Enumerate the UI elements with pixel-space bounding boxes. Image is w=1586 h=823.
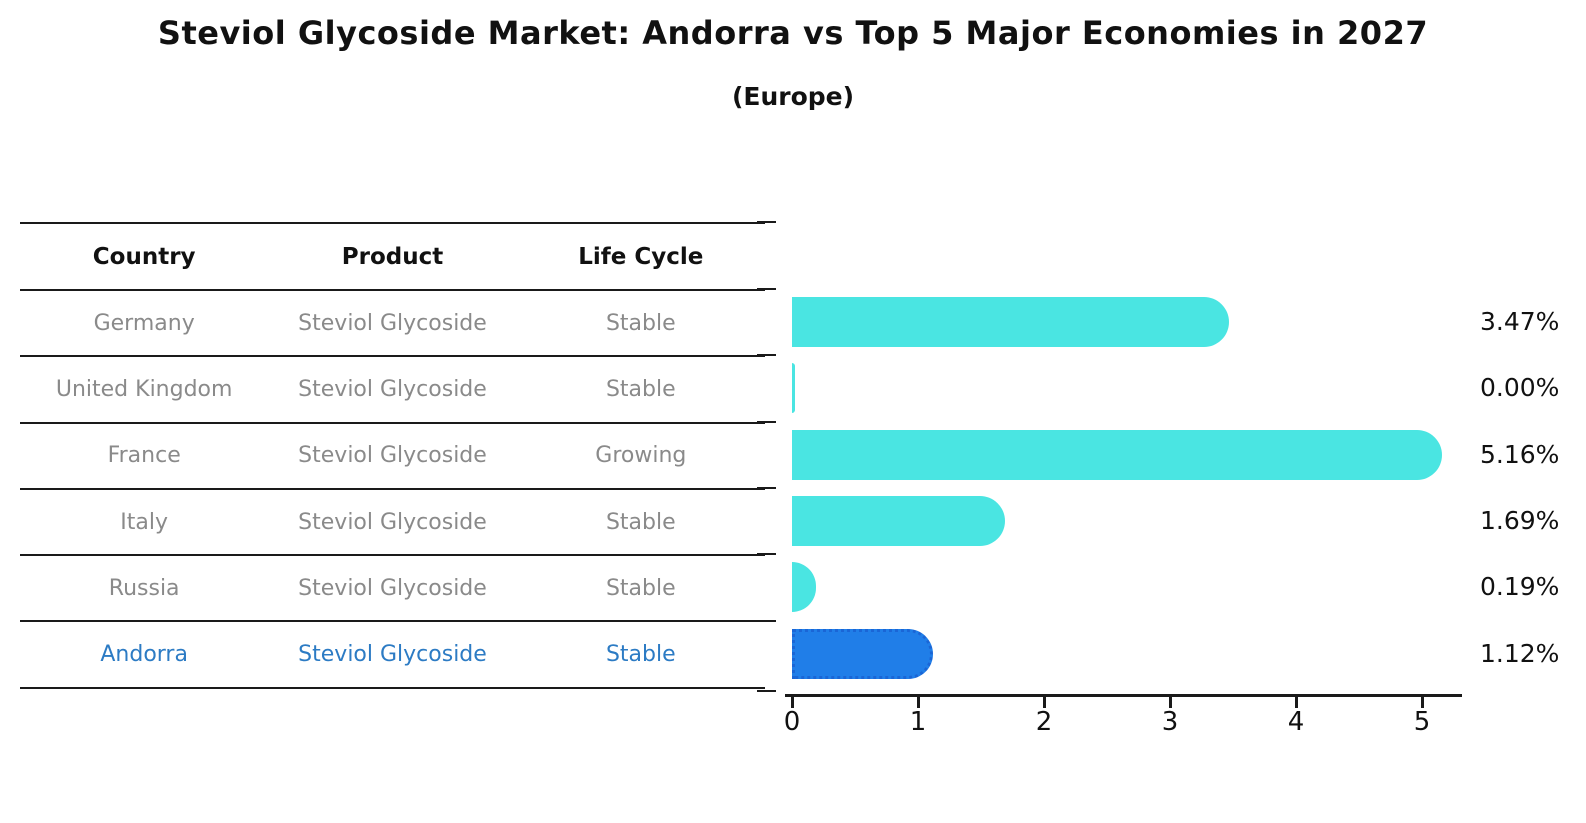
table-row-andorra: Andorra Steviol Glycoside Stable [20,622,765,689]
life-cycle-cell: Stable [605,376,676,402]
country-cell: United Kingdom [55,376,233,402]
x-axis-tick-label: 0 [783,707,801,737]
country-cell: Andorra [100,642,188,668]
country-cell: Italy [120,509,169,535]
product-cell: Steviol Glycoside [298,575,487,601]
y-axis-tick [757,354,776,357]
x-axis-tick [1042,697,1046,708]
x-axis-tick [1168,697,1172,708]
y-axis-tick [757,221,776,223]
y-axis-tick [757,690,776,692]
x-axis-tick [790,697,794,708]
product-cell: Steviol Glycoside [298,642,487,668]
x-axis-tick-label: 4 [1287,707,1305,737]
x-axis-tick-label: 2 [1035,707,1053,737]
value-label-united-kingdom: 0.00% [1480,373,1560,403]
page-title: Steviol Glycoside Market: Andorra vs Top… [157,14,1429,52]
x-axis-tick-label: 5 [1413,707,1431,737]
country-cell: Russia [108,575,180,601]
value-label-germany: 3.47% [1480,307,1560,337]
life-cycle-cell: Stable [605,509,676,535]
x-axis-line [785,694,1462,697]
table-row-united-kingdom: United Kingdom Steviol Glycoside Stable [20,357,765,424]
product-cell: Steviol Glycoside [298,509,487,535]
y-axis-tick [757,288,776,290]
header-cell-country: Country [92,243,196,270]
y-axis-tick [757,486,776,489]
x-axis-tick [916,697,920,708]
life-cycle-cell: Stable [605,310,676,336]
x-axis-tick [1420,697,1424,708]
value-label-france: 5.16% [1480,439,1560,469]
table-row-russia: Russia Steviol Glycoside Stable [20,556,765,623]
y-axis-tick [757,420,776,423]
bar-russia [792,562,816,613]
x-axis-tick-label: 3 [1161,707,1179,737]
y-axis-tick [757,619,776,622]
comparison-table: Country Product Life Cycle Germany Stevio… [20,222,765,689]
product-cell: Steviol Glycoside [298,376,487,402]
x-axis-tick [1294,697,1298,708]
bar-france [792,429,1443,480]
life-cycle-cell: Growing [595,443,687,469]
value-label-italy: 1.69% [1480,506,1560,536]
table-row-germany: Germany Steviol Glycoside Stable [20,291,765,358]
page-subtitle: (Europe) [731,82,855,111]
product-cell: Steviol Glycoside [298,443,487,469]
bar-andorra [792,628,934,679]
table-row-france: France Steviol Glycoside Growing [20,424,765,490]
table-row-italy: Italy Steviol Glycoside Stable [20,490,765,557]
life-cycle-cell: Stable [605,642,676,668]
table-body: Germany Steviol Glycoside Stable United Kin… [20,291,765,689]
value-label-russia: 0.19% [1480,572,1560,602]
product-cell: Steviol Glycoside [298,310,487,336]
y-axis-tick [757,553,776,556]
value-label-andorra: 1.12% [1480,638,1560,668]
x-axis-tick-label: 1 [909,707,927,737]
bar-united-kingdom [792,363,795,414]
table-header-row: Country Product Life Cycle [20,224,765,291]
life-cycle-cell: Stable [605,575,676,601]
header-cell-life-cycle: Life Cycle [578,243,704,270]
country-cell: Germany [93,310,195,336]
bar-germany [792,297,1230,348]
header-cell-product: Product [341,243,444,270]
bar-italy [792,496,1005,547]
country-cell: France [107,443,181,469]
